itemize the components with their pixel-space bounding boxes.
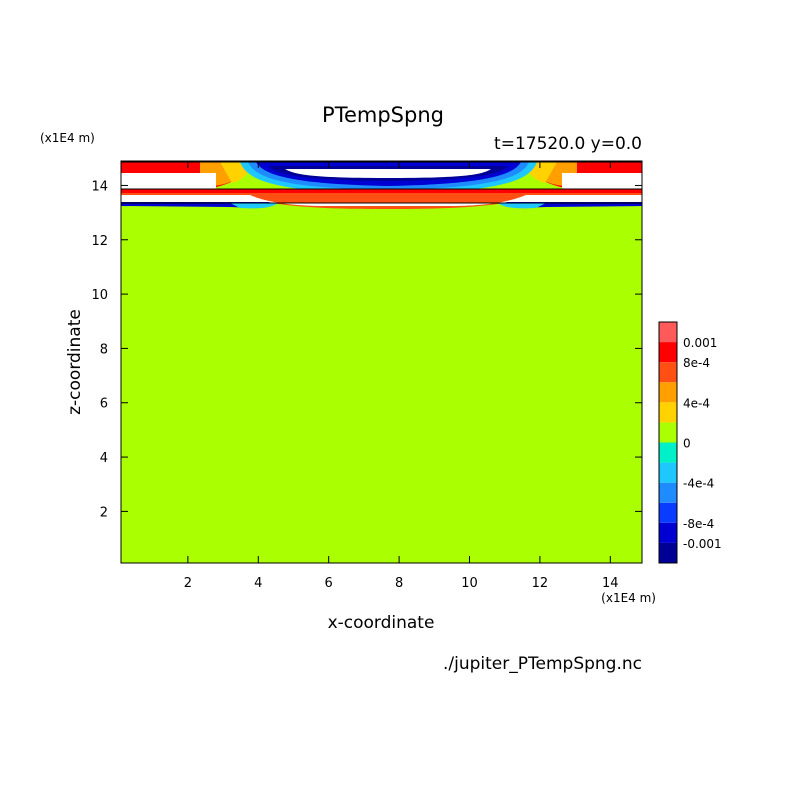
colorbar-swatch (659, 362, 677, 383)
y-axis-title: z-coordinate (65, 309, 85, 415)
y-axis: 2 4 6 8 10 12 14 (91, 179, 642, 520)
colorbar-label: -4e-4 (683, 477, 714, 491)
top-layer-contours (121, 161, 642, 209)
contour-light-right-lower (498, 203, 546, 209)
x-tick-label: 2 (184, 576, 192, 591)
contour-white-lower (121, 195, 642, 206)
contour-white-right-top (562, 173, 642, 189)
chart-subtitle: t=17520.0 y=0.0 (494, 134, 642, 154)
y-tick-label: 6 (100, 397, 108, 412)
y-tick-label: 10 (91, 288, 108, 303)
x-axis-title: x-coordinate (328, 613, 435, 633)
colorbar: 0.001 8e-4 4e-4 0 -4e-4 -8e-4 -0.001 (658, 321, 722, 564)
y-tick-label: 14 (91, 179, 108, 194)
colorbar-label: -0.001 (683, 537, 722, 551)
contour-white-left-top (121, 173, 216, 189)
y-tick-label: 2 (100, 505, 108, 520)
x-axis: 2 4 6 8 10 12 14 (184, 161, 619, 591)
colorbar-swatch (659, 542, 677, 563)
colorbar-swatch (659, 342, 677, 363)
y-tick-label: 4 (100, 451, 108, 466)
x-axis-unit: (x1E4 m) (601, 591, 656, 605)
y-unit-label: (x1E4 m) (40, 131, 95, 145)
colorbar-label: 0 (683, 437, 691, 451)
x-tick-label: 10 (461, 576, 478, 591)
chart-title: PTempSpng (322, 103, 444, 127)
colorbar-label: -8e-4 (683, 517, 714, 531)
y-tick-label: 8 (100, 342, 108, 357)
colorbar-swatch (659, 422, 677, 443)
y-tick-label: 12 (91, 234, 108, 249)
field-background (121, 161, 642, 563)
x-tick-label: 4 (254, 576, 262, 591)
contour-white-center (285, 169, 491, 178)
colorbar-label: 8e-4 (683, 356, 710, 370)
colorbar-swatch (659, 382, 677, 403)
x-tick-label: 8 (395, 576, 403, 591)
x-tick-label: 12 (532, 576, 549, 591)
colorbar-swatch (659, 522, 677, 543)
colorbar-swatch (659, 462, 677, 483)
colorbar-swatch (659, 442, 677, 463)
plot-frame (120, 160, 643, 564)
plot-area (120, 160, 643, 564)
colorbar-label: 4e-4 (683, 396, 710, 410)
colorbar-label: 0.001 (683, 336, 717, 350)
x-tick-label: 14 (602, 576, 619, 591)
colorbar-swatch (659, 482, 677, 503)
colorbar-frame (658, 321, 678, 564)
contour-light-left-lower (230, 203, 278, 209)
x-tick-label: 6 (325, 576, 333, 591)
colorbar-swatch (659, 402, 677, 423)
source-file-label: ./jupiter_PTempSpng.nc (443, 654, 642, 674)
colorbar-swatch (659, 322, 677, 343)
colorbar-swatch (659, 502, 677, 523)
